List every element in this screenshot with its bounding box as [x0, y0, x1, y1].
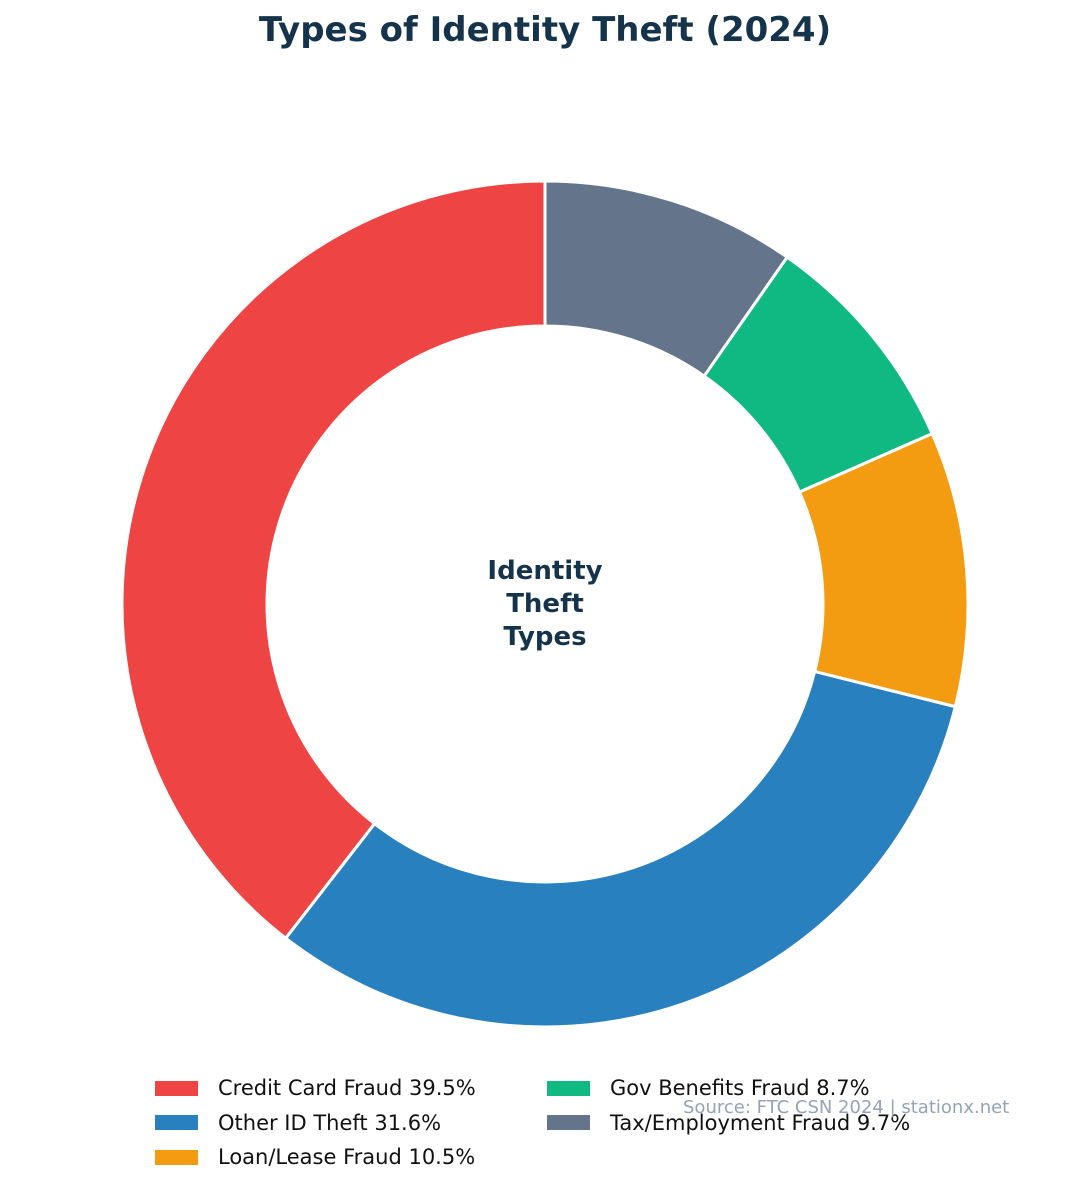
legend-item: Other ID Theft 31.6% [155, 1106, 547, 1141]
legend-item: Tax/Employment Fraud 9.7% [547, 1106, 947, 1141]
center-label-line: Theft [506, 589, 584, 619]
donut-slice-credit-card-fraud [120, 179, 547, 941]
legend-swatch [547, 1115, 590, 1131]
legend-label: Other ID Theft 31.6% [218, 1110, 442, 1135]
legend-swatch [155, 1115, 198, 1131]
legend-swatch [547, 1080, 590, 1096]
legend-label: Loan/Lease Fraud 10.5% [218, 1145, 476, 1170]
legend-swatch [155, 1149, 198, 1165]
legend-item: Gov Benefits Fraud 8.7% [547, 1071, 947, 1106]
legend-item: Credit Card Fraud 39.5% [155, 1071, 547, 1106]
donut-slice-tax-employment-fraud [543, 179, 790, 379]
legend-label: Tax/Employment Fraud 9.7% [610, 1110, 911, 1135]
chart-title: Types of Identity Theft (2024) [258, 10, 832, 50]
legend: Credit Card Fraud 39.5% Other ID Theft 3… [155, 1071, 947, 1175]
center-label-line: Identity [487, 556, 603, 586]
legend-item: Loan/Lease Fraud 10.5% [155, 1140, 547, 1175]
donut-slice-other-id-theft [283, 669, 958, 1029]
legend-swatch [155, 1080, 198, 1096]
legend-label: Credit Card Fraud 39.5% [218, 1076, 476, 1101]
source-note: Source: FTC CSN 2024 | stationx.net [683, 1097, 1010, 1118]
center-label: Identity Theft Types [445, 555, 645, 654]
legend-label: Gov Benefits Fraud 8.7% [610, 1076, 870, 1101]
center-label-line: Types [503, 622, 587, 652]
